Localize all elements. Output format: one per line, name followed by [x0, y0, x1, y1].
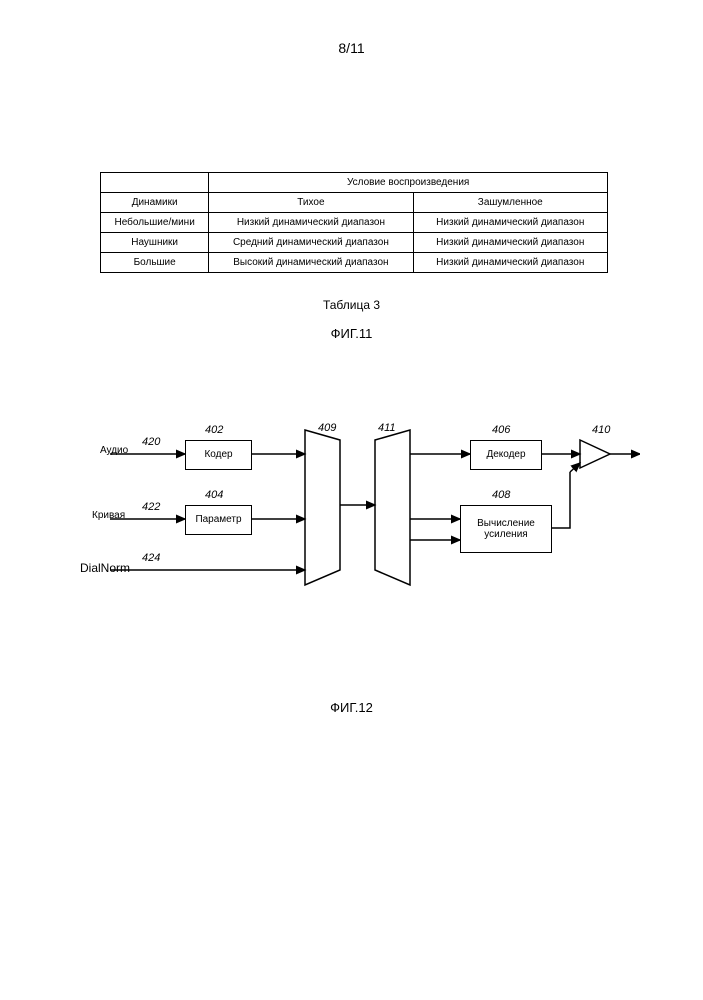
dialnorm-input-label: DialNorm	[80, 561, 130, 575]
diagram-wires	[80, 410, 640, 640]
fig11-table: Условие воспроизведения Динамики Тихое З…	[100, 172, 608, 273]
demux-shape	[375, 430, 410, 585]
ref-409: 409	[318, 422, 336, 434]
param-block: Параметр	[185, 505, 252, 535]
mux-shape	[305, 430, 340, 585]
table-caption: Таблица 3	[0, 298, 703, 312]
tbl-col0: Динамики	[101, 193, 209, 213]
page-number: 8/11	[0, 40, 703, 56]
ref-420: 420	[142, 436, 160, 448]
ref-422: 422	[142, 501, 160, 513]
ref-424: 424	[142, 552, 160, 564]
fig12-label: ФИГ.12	[0, 700, 703, 715]
ref-410: 410	[592, 424, 610, 436]
tbl-col1: Тихое	[209, 193, 413, 213]
amp-shape	[580, 440, 610, 468]
tbl-r2c1: Высокий динамический диапазон	[209, 253, 413, 273]
tbl-header-span: Условие воспроизведения	[209, 173, 608, 193]
audio-input-label: Аудио	[100, 445, 128, 456]
tbl-r1c2: Низкий динамический диапазон	[413, 233, 607, 253]
ref-404: 404	[205, 489, 223, 501]
gaincalc-block: Вычисление усиления	[460, 505, 552, 553]
fig11-label: ФИГ.11	[0, 326, 703, 341]
ref-406: 406	[492, 424, 510, 436]
page: 8/11 Условие воспроизведения Динамики Ти…	[0, 0, 703, 1000]
tbl-r0c2: Низкий динамический диапазон	[413, 213, 607, 233]
tbl-col2: Зашумленное	[413, 193, 607, 213]
tbl-empty-cell	[101, 173, 209, 193]
tbl-r2c2: Низкий динамический диапазон	[413, 253, 607, 273]
tbl-r0c1: Низкий динамический диапазон	[209, 213, 413, 233]
ref-402: 402	[205, 424, 223, 436]
ref-408: 408	[492, 489, 510, 501]
encoder-block: Кодер	[185, 440, 252, 470]
ref-411: 411	[378, 422, 396, 434]
decoder-block: Декодер	[470, 440, 542, 470]
tbl-r1c0: Наушники	[101, 233, 209, 253]
fig12-diagram: Кодер Параметр Декодер Вычисление усилен…	[80, 410, 640, 640]
tbl-r0c0: Небольшие/мини	[101, 213, 209, 233]
tbl-r1c1: Средний динамический диапазон	[209, 233, 413, 253]
curve-input-label: Кривая	[92, 510, 125, 521]
tbl-r2c0: Большие	[101, 253, 209, 273]
